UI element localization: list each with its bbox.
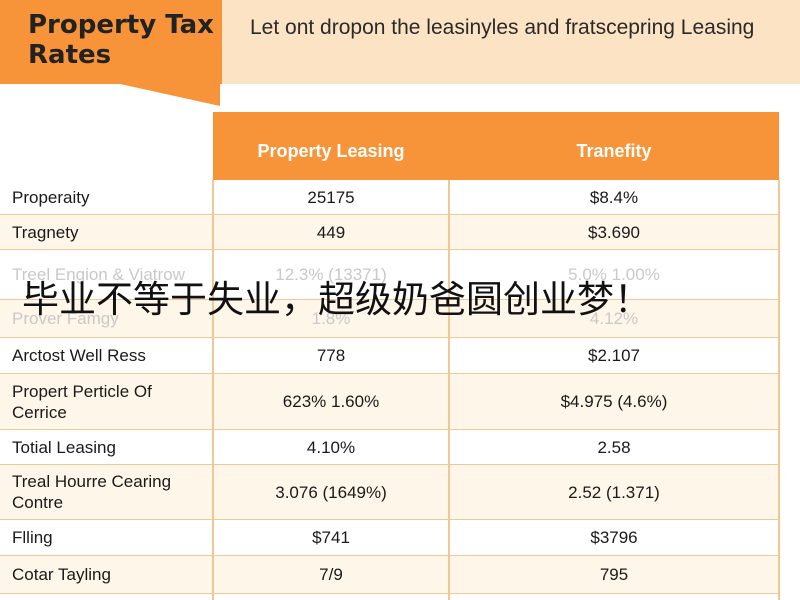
table-row: Treal Hourre Cearing Contre 3.076 (1649%… — [0, 465, 780, 520]
row-value-tranefity: $8.4% — [589, 187, 639, 207]
row-value-tranefity: 5.0% 1.00% — [568, 265, 660, 284]
overlay-caption: 毕业不等于失业，超级奶爸圆创业梦！ — [22, 278, 651, 321]
column-header-tranefity: Tranefity — [576, 141, 652, 161]
row-value-leasing: 3.076 (1649%) — [275, 482, 387, 502]
row-label: Flling — [12, 528, 53, 547]
row-value-leasing: 25175 — [307, 187, 355, 207]
row-value-tranefity: $2.107 — [588, 346, 640, 365]
row-label: Treel Engion & Viatrow — [12, 265, 185, 284]
table-row: Treel Engion & Viatrow 12.3% (13371) 5.0… — [0, 250, 780, 300]
table-row: Propert Perticle Of Cerrice 623% 1.60% $… — [0, 374, 780, 430]
table-row: Cotar Tayling 7/9 795 — [0, 556, 780, 594]
row-value-tranefity: 795 — [599, 565, 629, 584]
row-value-leasing: 1.8% — [311, 309, 351, 328]
title-box — [0, 0, 222, 84]
page-subtitle: Let ont dropon the leasinyles and fratsc… — [250, 16, 755, 39]
row-label: Totial Leasing — [12, 437, 116, 457]
row-label: Treal Hourre Cearing Contre — [12, 472, 172, 512]
row-label: Propert Perticle Of Cerrice — [12, 381, 152, 422]
table-header — [213, 112, 779, 180]
table-row: Properaity 25175 $8.4% — [0, 180, 780, 215]
column-divider — [448, 180, 450, 600]
row-value-leasing: 12.3% (13371) — [275, 265, 387, 284]
row-value-leasing: 4.10% — [306, 437, 356, 457]
row-value-leasing: 623% 1.60% — [282, 392, 380, 411]
row-value-leasing: 7/9 — [319, 565, 343, 584]
row-value-leasing: 449 — [316, 222, 346, 242]
row-value-leasing: $741 — [312, 528, 350, 547]
table-row: Flling $741 $3796 — [0, 520, 780, 556]
column-divider — [212, 180, 214, 600]
row-label: Arctost Well Ress — [12, 346, 146, 365]
row-label: Prover Famgy — [12, 309, 119, 328]
page-title: Property Tax Rates — [28, 10, 214, 70]
row-label: Cotar Tayling — [12, 565, 111, 584]
row-value-leasing: 778 — [316, 346, 346, 365]
column-header-property-leasing: Property Leasing — [257, 141, 405, 161]
table-row: Totial Leasing 4.10% 2.58 — [0, 430, 780, 465]
row-value-tranefity: $3.690 — [588, 222, 640, 242]
column-divider — [778, 180, 780, 600]
table-row: Arctost Well Ress 778 $2.107 — [0, 338, 780, 374]
table-row: Prover Famgy 1.8% 4.12% — [0, 300, 780, 338]
title-notch — [120, 84, 220, 106]
row-label: Tragnety — [12, 222, 79, 242]
row-value-tranefity: 2.52 (1.371) — [568, 482, 660, 502]
row-value-tranefity: $3796 — [590, 528, 638, 547]
row-value-tranefity: 4.12% — [589, 309, 639, 328]
row-value-tranefity: 2.58 — [597, 437, 631, 457]
row-value-tranefity: $4.975 (4.6%) — [560, 392, 668, 411]
row-label: Properaity — [12, 187, 90, 207]
table-row: Tragnety 449 $3.690 — [0, 215, 780, 250]
